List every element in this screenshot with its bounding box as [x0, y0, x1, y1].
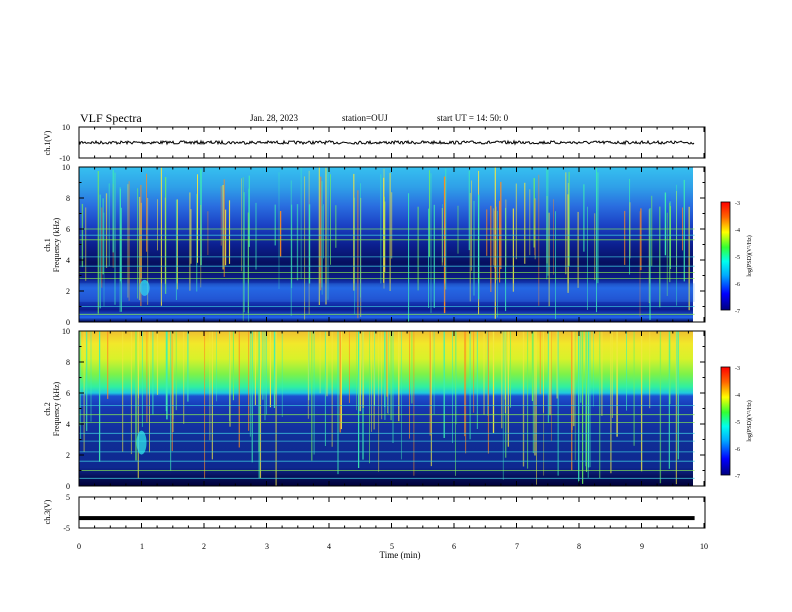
spec1-ytick-8: 8 [66, 194, 70, 203]
start-time-label: start UT = 14: 50: 0 [437, 113, 509, 123]
cb1-tick-m6: -6 [735, 282, 740, 288]
colorbar-ch2: -3 -4 -5 -6 -7 log(PSD)(V²/Hz) [720, 366, 753, 480]
cb1-tick-m5: -5 [735, 255, 740, 261]
xtick-4: 4 [327, 542, 331, 551]
xtick-5: 5 [390, 542, 394, 551]
xtick-1: 1 [140, 542, 144, 551]
cb2-label: log(PSD)(V²/Hz) [746, 400, 753, 441]
cb1-tick-m7: -7 [735, 309, 740, 315]
ch3-ytick-top: 5 [66, 493, 70, 502]
cb2-tick-m7: -7 [735, 474, 740, 480]
ch3-ylabel: ch.3(V) [43, 499, 52, 524]
xtick-8: 8 [577, 542, 581, 551]
spec2-ytick-4: 4 [66, 420, 70, 429]
xtick-3: 3 [265, 542, 269, 551]
cb1-tick-m3: -3 [735, 201, 740, 207]
spec1-ylabel-line2: Frequency (kHz) [52, 217, 61, 272]
waveform-ch3-panel [78, 496, 706, 529]
date-label: Jan. 28, 2023 [250, 113, 298, 123]
waveform-ch1-trace [78, 139, 695, 146]
spectrogram-ch2-panel [78, 330, 706, 487]
x-axis-ticklabels: 0 1 2 3 4 5 6 7 8 9 10 [77, 542, 708, 551]
spec1-yticks: 0 2 4 6 8 10 [62, 163, 70, 327]
ch1-ytick-top: 10 [62, 123, 70, 132]
xtick-10: 10 [700, 542, 708, 551]
spec1-ytick-10: 10 [62, 163, 70, 172]
ch1-ytick-bottom: -10 [59, 154, 70, 163]
cb2-tick-m5: -5 [735, 420, 740, 426]
spec2-ytick-8: 8 [66, 358, 70, 367]
waveform-ch3-frame [78, 496, 706, 529]
colorbar-ch1: -3 -4 -5 -6 -7 log(PSD)(V²/Hz) [720, 201, 753, 315]
spec2-ytick-0: 0 [66, 482, 70, 491]
spec1-ylabel-line1: ch.1 [43, 238, 52, 252]
spectrogram-ch1-image [79, 167, 693, 322]
xtick-7: 7 [515, 542, 519, 551]
spec2-ylabel-line2: Frequency (kHz) [52, 381, 61, 436]
spec1-ytick-2: 2 [66, 287, 70, 296]
spec1-ytick-4: 4 [66, 256, 70, 265]
waveform-ch1-panel [78, 126, 706, 159]
spec2-ytick-6: 6 [66, 389, 70, 398]
xtick-6: 6 [452, 542, 456, 551]
emission-burst [139, 279, 150, 296]
cb2-tick-m3: -3 [735, 366, 740, 372]
colorbar-ch2-gradient [720, 366, 731, 476]
spec1-ytick-6: 6 [66, 225, 70, 234]
cb1-label: log(PSD)(V²/Hz) [746, 235, 753, 276]
cb1-tick-m4: -4 [735, 228, 740, 234]
spectrogram-ch2-image [79, 331, 693, 486]
chart-title: VLF Spectra [80, 111, 142, 125]
xtick-0: 0 [77, 542, 81, 551]
station-label: station=OUJ [342, 113, 388, 123]
spec2-ylabel-line1: ch.2 [43, 402, 52, 416]
x-axis-label: Time (min) [380, 550, 421, 560]
ch3-ytick-bottom: -5 [63, 524, 70, 533]
spec1-ytick-0: 0 [66, 318, 70, 327]
cb2-tick-m4: -4 [735, 393, 740, 399]
emission-burst [136, 430, 147, 455]
emission-band [79, 283, 695, 302]
spec2-yticks: 0 2 4 6 8 10 [62, 327, 70, 491]
ch1-ylabel: ch.1(V) [43, 130, 52, 155]
spec2-ytick-10: 10 [62, 327, 70, 336]
cb2-tick-m6: -6 [735, 447, 740, 453]
spectrogram-ch1-panel [78, 166, 706, 323]
xtick-9: 9 [640, 542, 644, 551]
spec2-ytick-2: 2 [66, 451, 70, 460]
xtick-2: 2 [202, 542, 206, 551]
colorbar-ch1-gradient [720, 201, 731, 311]
waveform-ch3-trace [79, 516, 695, 521]
